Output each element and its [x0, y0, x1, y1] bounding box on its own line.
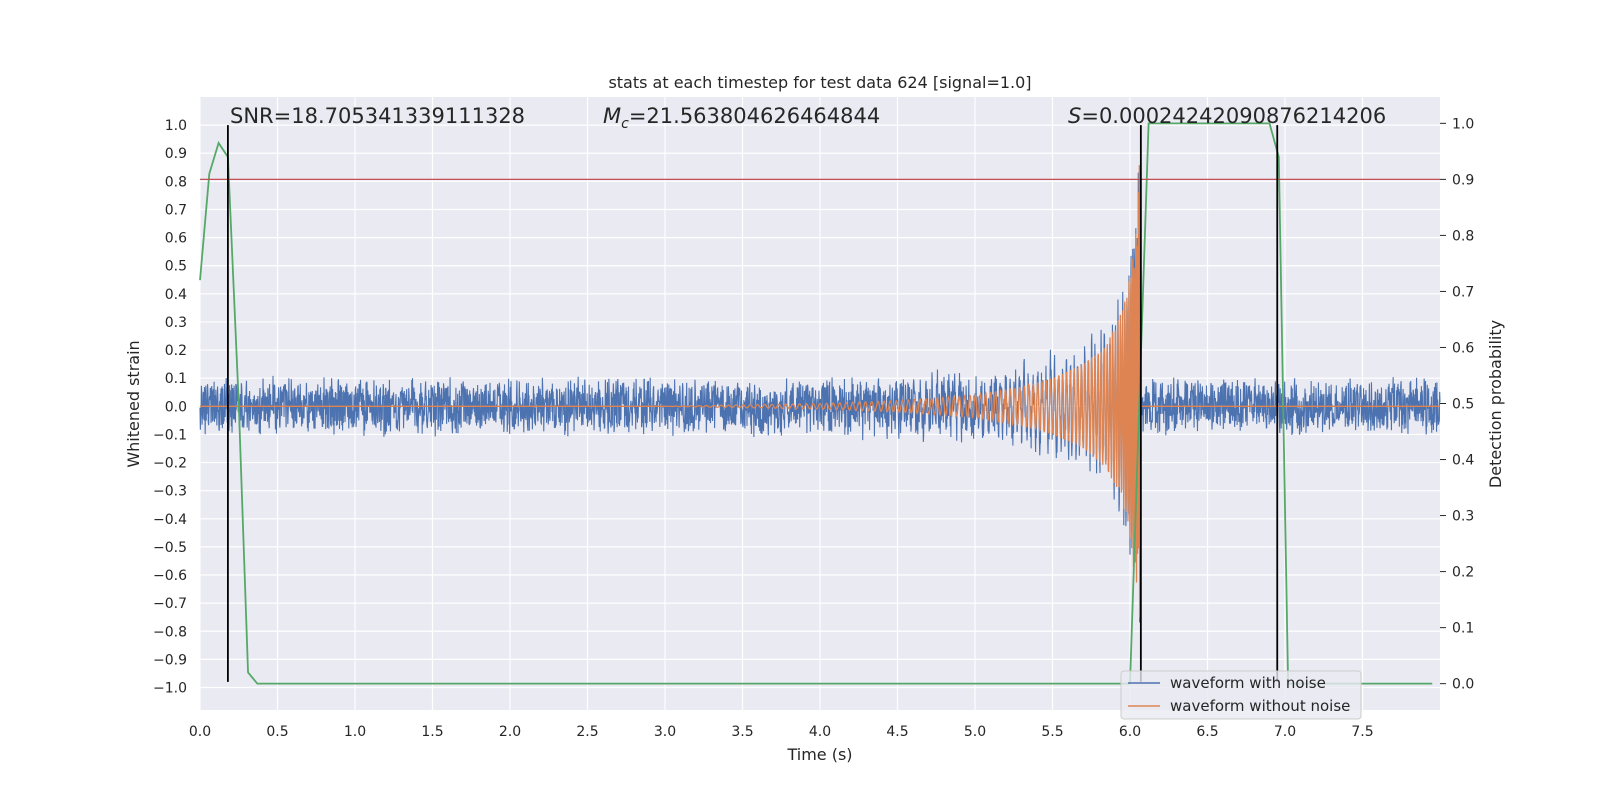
- legend-label-clean: waveform without noise: [1170, 697, 1350, 715]
- y2-tick-label: 0.0: [1452, 677, 1474, 693]
- x-tick-label: 7.5: [1351, 724, 1373, 740]
- x-tick-label: 3.5: [731, 724, 753, 740]
- s-annotation: S=0.00024242090876214206: [1068, 104, 1386, 128]
- y2-tick-label: 0.9: [1452, 172, 1474, 188]
- x-tick-label: 2.5: [576, 724, 598, 740]
- legend-box: [1120, 670, 1362, 720]
- y2-tick-label: 0.1: [1452, 621, 1474, 637]
- y-tick-label: 0.5: [165, 259, 187, 275]
- y-tick-label: 0.4: [165, 287, 187, 303]
- series-waveform-without-noise: [200, 165, 1440, 618]
- x-tick-label: 7.0: [1274, 724, 1296, 740]
- y2-tick-label: 0.4: [1452, 453, 1474, 469]
- y2-tick-label: 0.6: [1452, 340, 1474, 356]
- y2-tick-label: 0.5: [1452, 397, 1474, 413]
- y-tick-label: 0.1: [165, 371, 187, 387]
- mc-annotation: Mc=21.563804626464844: [603, 104, 880, 132]
- legend: waveform with noise waveform without noi…: [1120, 670, 1362, 720]
- y-tick-label: 0.9: [165, 146, 187, 162]
- y-axis-label: Whitened strain: [124, 340, 143, 467]
- snr-annotation: SNR=18.705341339111328: [230, 104, 525, 128]
- y-tick-label: −0.7: [153, 596, 187, 612]
- y-tick-label: −1.0: [153, 681, 187, 697]
- x-tick-label: 5.5: [1041, 724, 1063, 740]
- mc-value: =21.563804626464844: [629, 104, 880, 128]
- y-tick-label: −0.8: [153, 624, 187, 640]
- x-tick-label: 5.0: [964, 724, 986, 740]
- y-tick-label: 0.8: [165, 174, 187, 190]
- y2-tick-label: 1.0: [1452, 116, 1474, 132]
- y2-tick-label: 0.8: [1452, 228, 1474, 244]
- y-tick-label: 0.7: [165, 202, 187, 218]
- s-symbol: S: [1068, 104, 1081, 128]
- y-tick-label: −0.9: [153, 652, 187, 668]
- x-tick-label: 1.5: [421, 724, 443, 740]
- waveform-without-noise-line: [200, 165, 1440, 618]
- y-tick-label: −0.5: [153, 540, 187, 556]
- axis-ticks: 0.0 0.5 1.0 1.5 2.0 2.5 3.0 3.5 4.0 4.5 5.0 5.5 6.0 6…: [153, 116, 1474, 740]
- mc-symbol: M: [603, 104, 621, 128]
- y-tick-label: 0.3: [165, 315, 187, 331]
- y2-tick-label: 0.2: [1452, 565, 1474, 581]
- y2-tick-label: 0.3: [1452, 509, 1474, 525]
- y-tick-label: 0.6: [165, 231, 187, 247]
- y-tick-label: −0.1: [153, 427, 187, 443]
- mc-subscript: c: [621, 116, 629, 132]
- s-value: =0.00024242090876214206: [1081, 104, 1386, 128]
- legend-label-noise: waveform with noise: [1170, 674, 1326, 692]
- y-tick-label: −0.3: [153, 484, 187, 500]
- y-tick-label: 0.0: [165, 399, 187, 415]
- x-tick-label: 2.0: [499, 724, 521, 740]
- y-tick-label: 0.2: [165, 343, 187, 359]
- x-tick-label: 4.5: [886, 724, 908, 740]
- x-tick-label: 6.5: [1196, 724, 1218, 740]
- overlays: [200, 125, 1440, 682]
- y-tick-label: −0.2: [153, 456, 187, 472]
- y2-tick-label: 0.7: [1452, 284, 1474, 300]
- y-tick-label: −0.6: [153, 568, 187, 584]
- y2-axis-label: Detection probability: [1486, 320, 1505, 488]
- y-tick-label: −0.4: [153, 512, 187, 528]
- x-tick-label: 0.5: [266, 724, 288, 740]
- x-tick-label: 6.0: [1119, 724, 1141, 740]
- x-tick-label: 1.0: [344, 724, 366, 740]
- chart-title: stats at each timestep for test data 624…: [608, 73, 1031, 92]
- x-tick-label: 0.0: [189, 724, 211, 740]
- x-tick-label: 4.0: [809, 724, 831, 740]
- x-tick-label: 3.0: [654, 724, 676, 740]
- y-tick-label: 1.0: [165, 118, 187, 134]
- x-axis-label: Time (s): [786, 745, 852, 764]
